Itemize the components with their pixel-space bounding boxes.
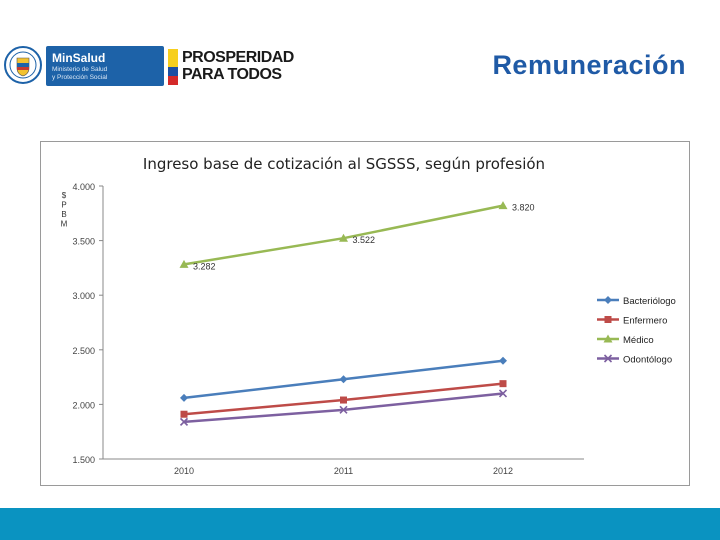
- logo-line-1: PROSPERIDAD: [182, 49, 294, 66]
- legend-marker-bacteriologo: [604, 296, 612, 304]
- data-point-bacteriologo: [180, 393, 188, 402]
- data-label-medico: 3.282: [193, 261, 216, 271]
- minsalud-logo-name: MinSalud: [52, 51, 106, 65]
- legend-marker-odontologo: [603, 354, 613, 363]
- y-axis-label: M: [61, 220, 68, 229]
- data-point-medico: [339, 233, 348, 242]
- minsalud-logo: MinSalud Ministerio de Salud y Protecció…: [46, 46, 164, 86]
- legend-label-enfermero: Enfermero: [623, 316, 667, 327]
- minsalud-subtitle-line-1: Ministerio de Salud: [52, 66, 108, 73]
- legend-marker-medico: [603, 334, 613, 343]
- data-point-enfermero: [499, 380, 507, 388]
- legend-label-medico: Médico: [623, 335, 654, 346]
- data-point-odontologo: [179, 417, 189, 426]
- data-point-odontologo: [498, 389, 508, 398]
- legend-marker-enfermero: [604, 316, 612, 323]
- data-point-bacteriologo: [339, 375, 348, 384]
- y-tick-label: 1.500: [72, 455, 95, 465]
- minsalud-logo-subtitle: Ministerio de Salud y Protección Social: [52, 66, 107, 82]
- footer-bar: [0, 508, 720, 540]
- x-tick-label: 2011: [334, 466, 353, 476]
- page-title: Remuneración: [492, 50, 686, 80]
- data-point-odontologo: [339, 405, 348, 414]
- y-tick-label: 4.000: [72, 182, 95, 192]
- logo-line-2: PARA TODOS: [182, 66, 282, 83]
- data-point-bacteriologo: [499, 356, 507, 365]
- y-tick-label: 2.500: [72, 346, 95, 356]
- data-point-enfermero: [340, 396, 347, 404]
- x-tick-label: 2010: [174, 466, 194, 476]
- data-point-medico: [498, 201, 508, 210]
- legend-label-bacteriologo: Bacteriólogo: [623, 296, 676, 307]
- data-point-enfermero: [180, 410, 188, 418]
- data-label-medico: 3.522: [353, 235, 376, 245]
- y-tick-label: 2.000: [72, 400, 95, 410]
- flag-icon: [168, 49, 178, 85]
- data-point-medico: [179, 259, 189, 268]
- y-axis-label: P: [61, 201, 66, 210]
- chart: Ingreso base de cotización al SGSSS, seg…: [40, 141, 690, 486]
- y-axis-label: $: [62, 191, 67, 200]
- data-label-medico: 3.820: [512, 203, 535, 213]
- prosperidad-para-todos-logo: PROSPERIDAD PARA TODOS: [168, 49, 304, 85]
- chart-svg: Ingreso base de cotización al SGSSS, seg…: [61, 155, 676, 476]
- legend-label-odontologo: Odontólogo: [623, 355, 672, 366]
- chart-title: Ingreso base de cotización al SGSSS, seg…: [143, 155, 545, 173]
- minsalud-subtitle-line-2: y Protección Social: [52, 74, 108, 81]
- x-tick-label: 2012: [493, 466, 513, 476]
- y-tick-label: 3.500: [72, 237, 95, 247]
- y-tick-label: 3.000: [72, 291, 95, 301]
- colombia-coat-of-arms-icon: [4, 46, 42, 84]
- y-axis-label: B: [61, 210, 66, 219]
